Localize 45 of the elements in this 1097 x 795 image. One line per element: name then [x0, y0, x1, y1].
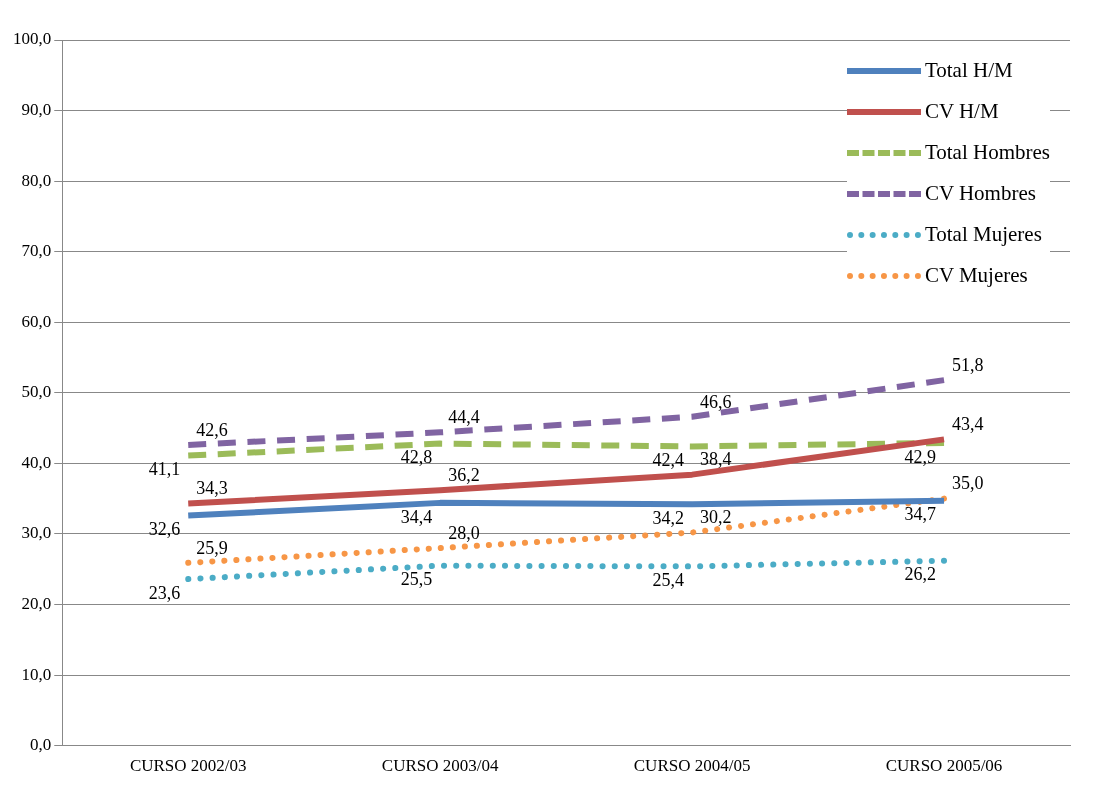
- data-label: 46,6: [700, 391, 732, 412]
- y-tick-label: 90,0: [21, 100, 52, 120]
- legend-label: Total Hombres: [924, 140, 1050, 165]
- data-label: 25,5: [400, 569, 433, 590]
- x-tick-label: CURSO 2002/03: [129, 756, 247, 776]
- legend-label: Total H/M: [924, 58, 1013, 83]
- data-label: 25,9: [196, 537, 228, 558]
- y-tick-label: 10,0: [21, 664, 52, 684]
- data-label: 28,0: [448, 522, 480, 543]
- legend-label: CV Hombres: [924, 181, 1036, 206]
- data-label: 34,3: [196, 478, 228, 499]
- legend-label: CV Mujeres: [924, 263, 1028, 288]
- x-tick-label: CURSO 2004/05: [633, 756, 751, 776]
- data-label: 34,7: [904, 504, 937, 525]
- y-tick-label: 0,0: [30, 735, 52, 755]
- data-label: 34,4: [400, 506, 433, 527]
- x-tick-label: CURSO 2003/04: [381, 756, 499, 776]
- data-label: 42,9: [904, 446, 937, 467]
- data-label: 43,4: [952, 414, 984, 435]
- data-label: 36,2: [448, 464, 480, 485]
- data-label: 42,8: [400, 447, 433, 468]
- y-tick-label: 80,0: [21, 170, 52, 190]
- y-tick-label: 20,0: [21, 593, 52, 613]
- data-label: 26,2: [904, 564, 937, 585]
- y-tick-label: 30,0: [21, 523, 52, 543]
- legend-label: CV H/M: [924, 99, 999, 124]
- legend-label: Total Mujeres: [924, 222, 1042, 247]
- data-label: 25,4: [652, 570, 685, 591]
- data-label: 23,6: [148, 582, 181, 603]
- data-label: 42,4: [652, 450, 685, 471]
- y-tick-label: 40,0: [21, 452, 52, 472]
- y-tick-label: 60,0: [21, 311, 52, 331]
- data-label: 32,6: [148, 519, 181, 540]
- y-tick-label: 70,0: [21, 241, 52, 261]
- data-label: 42,6: [196, 419, 228, 440]
- data-label: 34,2: [652, 508, 685, 529]
- data-label: 41,1: [148, 459, 181, 480]
- y-tick-label: 100,0: [13, 29, 52, 49]
- data-label: 51,8: [952, 354, 984, 375]
- x-tick-label: CURSO 2005/06: [885, 756, 1003, 776]
- data-label: 44,4: [448, 407, 480, 428]
- data-label: 35,0: [952, 473, 984, 494]
- y-tick-label: 50,0: [21, 382, 52, 402]
- data-label: 38,4: [700, 449, 732, 470]
- data-label: 30,2: [700, 507, 732, 528]
